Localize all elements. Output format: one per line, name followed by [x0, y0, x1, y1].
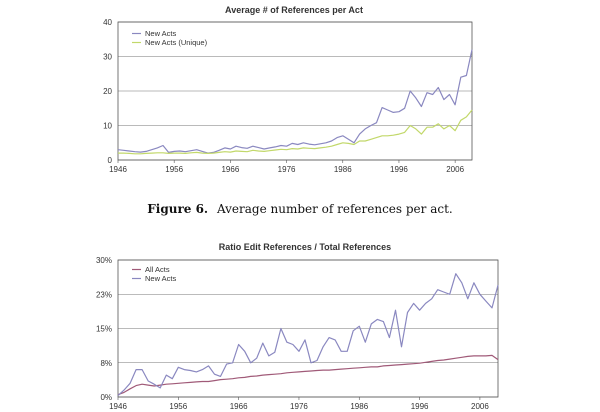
x-tick-label: 1986	[334, 165, 352, 174]
y-axis-ticks: 0 10 20 30 40	[103, 18, 112, 165]
x-tick-label: 2006	[471, 402, 489, 411]
plot-frame	[117, 21, 473, 161]
x-axis-ticks: 1946 1956 1966 1976 1986 1996 2006	[109, 160, 465, 174]
figure-caption: Figure 6. Average number of references p…	[147, 202, 452, 216]
x-tick-label: 1996	[411, 402, 429, 411]
x-tick-label: 1996	[390, 165, 408, 174]
y-tick-label: 10	[103, 122, 112, 131]
y-tick-label: 40	[103, 18, 112, 27]
series-line	[117, 49, 473, 154]
x-axis-ticks: 1946 1956 1966 1976 1986 1996 2006	[109, 397, 489, 411]
x-tick-label: 1966	[221, 165, 239, 174]
y-tick-label: 0%	[100, 393, 112, 402]
y-tick-label: 30	[103, 53, 112, 62]
y-tick-label: 0	[108, 156, 113, 165]
x-tick-label: 1956	[165, 165, 183, 174]
plot-frame	[117, 259, 499, 398]
y-tick-label: 23%	[96, 290, 112, 299]
y-tick-label: 15%	[96, 325, 112, 334]
caption-label: Figure 6.	[147, 202, 208, 216]
x-tick-label: 1946	[109, 402, 127, 411]
x-tick-label: 1986	[350, 402, 368, 411]
series-line	[117, 354, 499, 396]
legend-label: New Acts	[145, 274, 177, 283]
y-tick-label: 8%	[100, 359, 112, 368]
series-group	[117, 49, 473, 155]
series-line	[117, 273, 499, 397]
y-axis-ticks: 0% 8% 15% 23% 30%	[96, 256, 112, 402]
series-line	[118, 109, 473, 155]
legend-label: All Acts	[145, 265, 170, 274]
y-tick-label: 30%	[96, 256, 112, 265]
chart-title: Ratio Edit References / Total References	[219, 242, 391, 252]
legend-label: New Acts (Unique)	[145, 38, 208, 47]
chart-references-per-act: Average # of References per Act 0 10 20 30 4…	[103, 5, 473, 174]
series-group	[117, 273, 499, 397]
x-tick-label: 1946	[109, 165, 127, 174]
x-tick-label: 1976	[290, 402, 308, 411]
legend-label: New Acts	[145, 29, 177, 38]
x-tick-label: 1966	[230, 402, 248, 411]
caption-text: Average number of references per act.	[216, 202, 453, 216]
y-tick-label: 20	[103, 87, 112, 96]
x-tick-label: 2006	[446, 165, 464, 174]
x-tick-label: 1956	[169, 402, 187, 411]
x-tick-label: 1976	[278, 165, 296, 174]
chart-title: Average # of References per Act	[225, 5, 363, 15]
chart-edit-ratio: Ratio Edit References / Total References…	[96, 242, 499, 411]
